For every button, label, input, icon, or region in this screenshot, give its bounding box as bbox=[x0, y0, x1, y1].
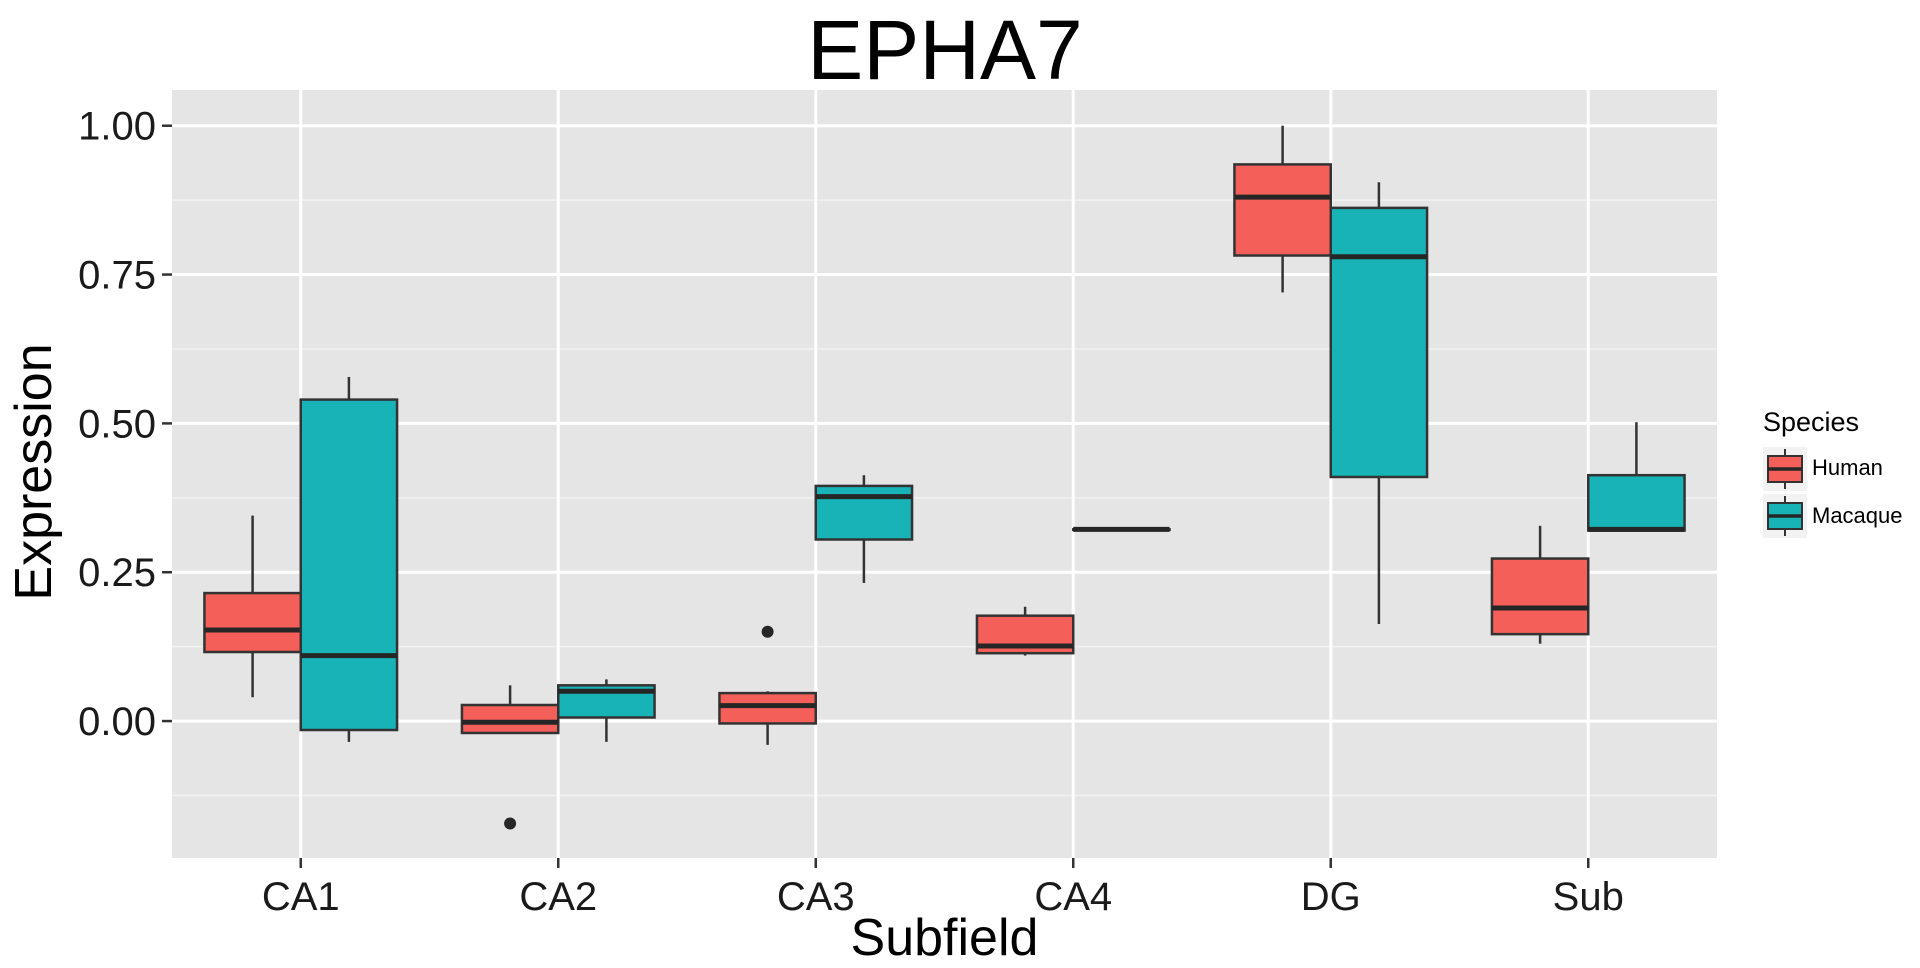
y-tick-label: 1.00 bbox=[78, 105, 156, 149]
box-human-ca2 bbox=[460, 703, 560, 735]
x-tick-label: DG bbox=[1301, 875, 1361, 919]
y-tick-label: 0.25 bbox=[78, 551, 156, 595]
y-tick-label: 0.00 bbox=[78, 700, 156, 744]
box-macaque-ca3 bbox=[814, 484, 914, 541]
x-tick-label: CA2 bbox=[519, 875, 597, 919]
minor-gridlines bbox=[172, 199, 1717, 797]
x-tick-label: CA1 bbox=[262, 875, 340, 919]
box-macaque-dg bbox=[1329, 206, 1429, 479]
legend-label-macaque: Macaque bbox=[1812, 503, 1903, 528]
x-tick-label: Sub bbox=[1553, 875, 1624, 919]
x-tick-label: CA3 bbox=[777, 875, 855, 919]
legend-label-human: Human bbox=[1812, 455, 1883, 480]
chart-title: EPHA7 bbox=[807, 3, 1083, 97]
x-tick-label: CA4 bbox=[1034, 875, 1112, 919]
legend-key-human bbox=[1763, 447, 1807, 491]
outlier-human-ca3 bbox=[761, 625, 774, 638]
box-human-dg bbox=[1233, 163, 1332, 257]
plot-panel bbox=[172, 90, 1717, 858]
y-axis: 0.00 0.25 0.50 0.75 1.00 bbox=[78, 105, 172, 744]
x-axis-title: Subfield bbox=[850, 909, 1039, 967]
legend-key-macaque bbox=[1763, 494, 1807, 538]
y-tick-label: 0.75 bbox=[78, 254, 156, 298]
y-tick-label: 0.50 bbox=[78, 402, 156, 446]
legend-keys bbox=[1763, 447, 1807, 538]
legend-title: Species bbox=[1763, 407, 1860, 437]
box-macaque-sub bbox=[1587, 473, 1686, 532]
y-axis-title: Expression bbox=[5, 343, 63, 601]
x-axis: CA1 CA2 CA3 CA4 DG Sub bbox=[262, 858, 1624, 919]
box-layer bbox=[203, 125, 1686, 830]
box-human-ca3 bbox=[718, 691, 818, 725]
outlier-human-ca2 bbox=[504, 817, 517, 830]
box-human-ca1 bbox=[203, 591, 303, 654]
box-macaque-ca1 bbox=[299, 398, 399, 732]
box-human-sub bbox=[1490, 557, 1590, 636]
